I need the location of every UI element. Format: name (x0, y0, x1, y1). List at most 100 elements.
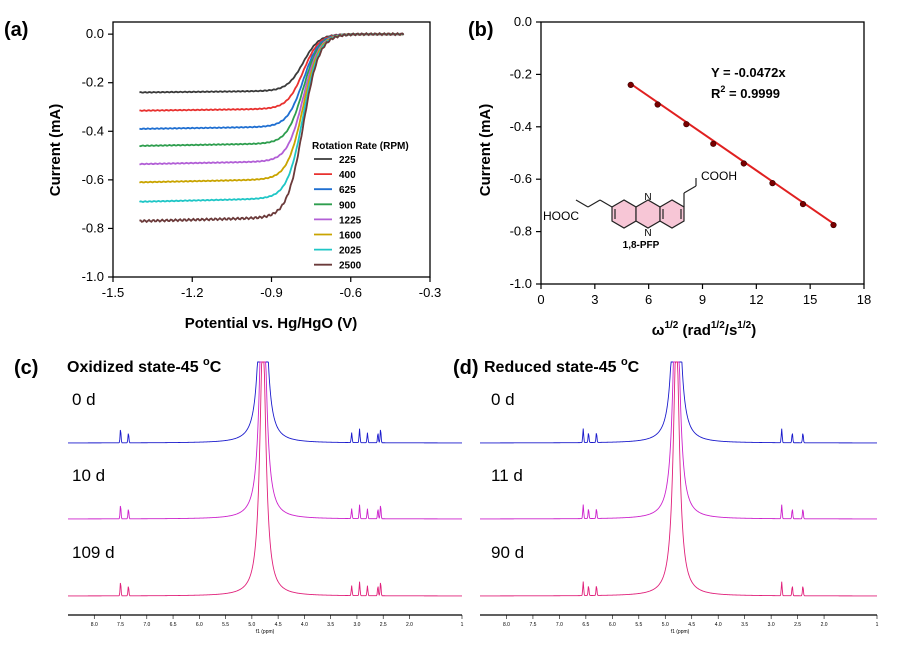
spectrum-11-d (480, 361, 877, 520)
x-tick-label: -0.9 (260, 285, 282, 300)
spectrum-label: 109 d (72, 543, 115, 562)
panel-c-title: Oxidized state-45 oC (67, 356, 222, 376)
x-tick-label: 5.5 (222, 622, 229, 628)
x-tick-label: 3.0 (353, 622, 360, 628)
panel-b-ylabel: Current (mA) (477, 104, 494, 197)
x-tick-label: 8.0 (503, 622, 510, 628)
data-point (710, 140, 717, 147)
legend-label-900: 900 (339, 200, 356, 211)
pyrazine-ring (635, 199, 661, 229)
y-tick-label: 0.0 (514, 14, 532, 29)
legend-label-1225: 1225 (339, 215, 362, 226)
molecule-n-bottom: N (644, 228, 651, 239)
x-tick-label: 8.0 (91, 622, 98, 628)
series-line-625 (139, 32, 404, 131)
molecule-n-top: N (644, 192, 651, 203)
y-tick-label: -0.8 (510, 224, 532, 239)
x-tick-label: 1 (461, 622, 464, 628)
x-tick-label: 7.5 (529, 622, 536, 628)
x-tick-label: 6 (645, 292, 652, 307)
x-tick-label: 3.5 (741, 622, 748, 628)
data-point (740, 160, 747, 167)
x-tick-label: 6.0 (196, 622, 203, 628)
panel-a-legend-title: Rotation Rate (RPM) (312, 141, 409, 152)
data-point (654, 101, 661, 108)
series-line-225 (139, 32, 404, 94)
panel-a-curves (139, 31, 405, 224)
x-tick-label: 5.5 (635, 622, 642, 628)
bond (599, 199, 613, 208)
x-tick-label: 1 (876, 622, 879, 628)
molecule-hooc: HOOC (543, 209, 579, 223)
x-tick-label: 6.0 (609, 622, 616, 628)
y-tick-label: -0.2 (82, 75, 104, 90)
x-tick-label: 12 (749, 292, 763, 307)
y-tick-label: -1.0 (82, 269, 104, 284)
bond (587, 199, 601, 208)
panel-d-label: (d) (453, 357, 479, 379)
x-tick-label: 7.0 (556, 622, 563, 628)
panel-c-spectra: 0 d 10 d 109 d (68, 361, 462, 597)
x-tick-label: 4.5 (275, 622, 282, 628)
x-tick-label: 2.5 (380, 622, 387, 628)
panel-a-ylabel: Current (mA) (47, 104, 64, 197)
panel-b-axes (540, 21, 865, 285)
spectrum-label: 0 d (491, 390, 515, 409)
x-tick-label: 3 (591, 292, 598, 307)
panel-c-label: (c) (14, 357, 38, 379)
x-tick-label: 7.5 (117, 622, 124, 628)
x-tick-label: 9 (699, 292, 706, 307)
series-line-2500 (139, 31, 405, 224)
x-tick-label: 2.0 (821, 622, 828, 628)
x-tick-label: 4.0 (301, 622, 308, 628)
x-tick-label: 15 (803, 292, 817, 307)
bond (575, 199, 589, 208)
panel-b-plot (627, 81, 837, 229)
panel-b-xlabel: ω1/2 (rad1/2/s1/2) (652, 320, 756, 339)
panel-b-label: (b) (468, 19, 494, 41)
series-line-400 (139, 32, 404, 112)
panel-a: (a) -1.5 -1.2 -0.9 -0.6 -0.30.0-0.2-0.4-0.6-… (4, 19, 441, 332)
data-point (769, 180, 776, 187)
x-tick-label: -0.6 (340, 285, 362, 300)
panel-c-xlabel: f1 (ppm) (256, 629, 275, 635)
spectrum-label: 0 d (72, 390, 96, 409)
y-tick-label: -0.4 (82, 123, 104, 138)
x-tick-label: -1.5 (102, 285, 124, 300)
x-tick-label: 5.0 (248, 622, 255, 628)
panel-b-r2: R2 = 0.9999 (711, 84, 780, 101)
x-tick-label: 3.5 (327, 622, 334, 628)
x-tick-label: 6.5 (582, 622, 589, 628)
x-tick-label: 2.0 (406, 622, 413, 628)
x-tick-label: -0.3 (419, 285, 441, 300)
panel-d-spectra: 0 d 11 d 90 d (480, 361, 877, 597)
fit-line (630, 83, 835, 225)
legend-label-400: 400 (339, 170, 356, 181)
x-tick-label: 0 (537, 292, 544, 307)
panel-d: (d) Reduced state-45 oC 0 d 11 d 90 d 8.0 7… (453, 356, 879, 635)
x-tick-label: 2.5 (794, 622, 801, 628)
spectrum-109-d (68, 361, 462, 597)
data-point (683, 121, 690, 128)
spectrum-label: 10 d (72, 466, 105, 485)
panel-a-legend: Rotation Rate (RPM) 225 400 625 900 1225 1600… (312, 141, 409, 272)
panel-a-label: (a) (4, 19, 28, 41)
x-tick-label: 4.5 (688, 622, 695, 628)
panel-c: (c) Oxidized state-45 oC 0 d 10 d 109 d 8.… (14, 356, 464, 635)
spectrum-label: 90 d (491, 543, 524, 562)
x-tick-label: 7.0 (143, 622, 150, 628)
legend-label-2025: 2025 (339, 246, 362, 257)
y-tick-label: -1.0 (510, 276, 532, 291)
panel-d-xlabel: f1 (ppm) (671, 629, 690, 635)
y-tick-label: -0.6 (510, 171, 532, 186)
panel-a-ticks: -1.5 -1.2 -0.9 -0.6 -0.3 0.0 -0.2 -0.4 -0.6 -0.8 -… (82, 26, 442, 300)
data-point (627, 81, 634, 88)
legend-label-225: 225 (339, 155, 356, 166)
bond (683, 185, 697, 194)
molecule-name: 1,8-PFP (623, 240, 660, 251)
molecule-cooh: COOH (701, 169, 737, 183)
panel-d-ticks: 8.0 7.5 7.0 6.5 6.0 5.5 5.0 4.5 4.0 3.5 3.0 2.5 2.0 1 (503, 615, 879, 628)
x-tick-label: -1.2 (181, 285, 203, 300)
spectrum-10-d (68, 361, 462, 520)
